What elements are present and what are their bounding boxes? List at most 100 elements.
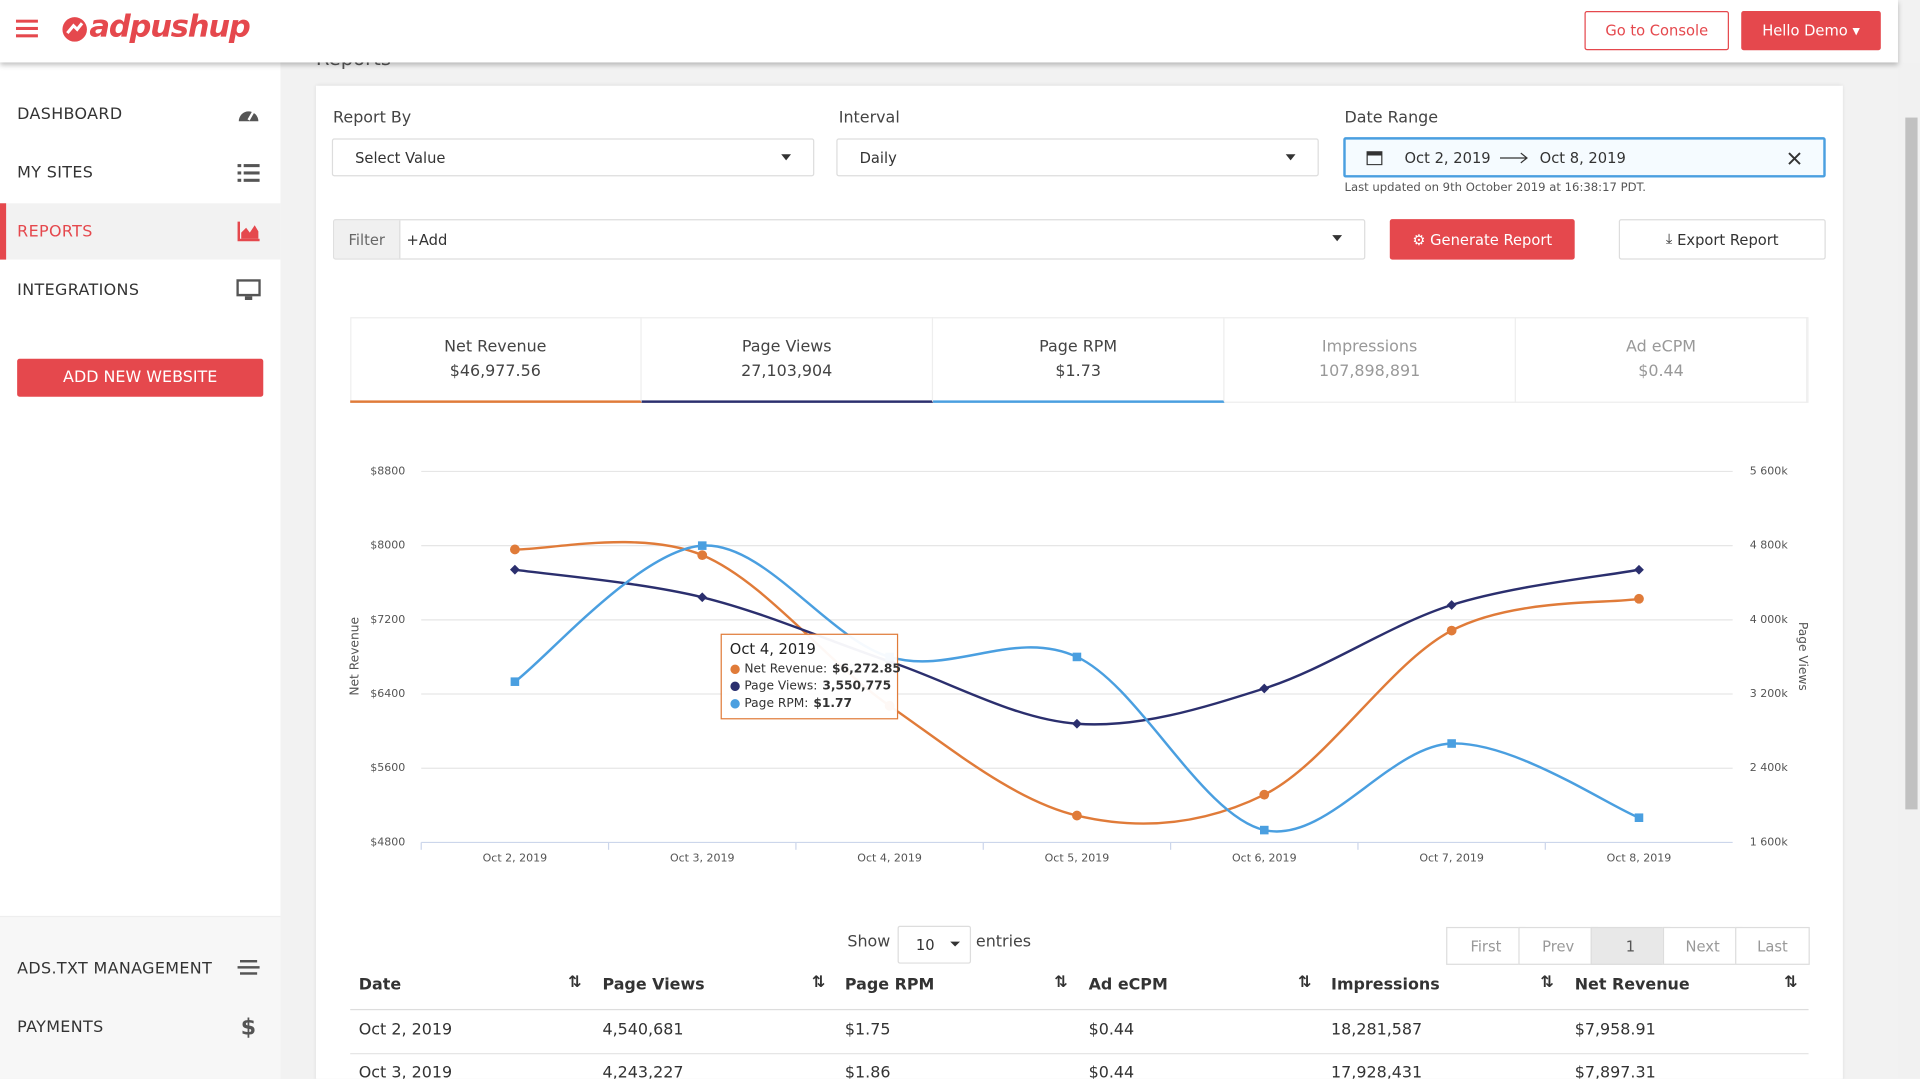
table-cell: $1.75	[844, 1021, 891, 1040]
metric-value: $46,977.56	[449, 362, 541, 381]
sort-icon: ⇅	[1054, 973, 1068, 992]
metric-tab[interactable]: Impressions 107,898,891	[1224, 317, 1516, 403]
table-cell: 17,928,431	[1331, 1064, 1423, 1079]
nav-item[interactable]: REPORTS	[0, 203, 281, 260]
metric-name: Page RPM	[1039, 337, 1118, 357]
clear-icon[interactable]	[1788, 152, 1801, 165]
export-button[interactable]: ⤓ Export Report	[1618, 219, 1826, 260]
point	[1446, 625, 1457, 636]
page-button[interactable]: Prev	[1518, 926, 1598, 965]
column-header[interactable]: Impressions	[1331, 975, 1440, 995]
metric-tab[interactable]: Net Revenue $46,977.56	[350, 317, 642, 403]
y-tick-label: $5600	[370, 761, 405, 774]
table-cell: Oct 3, 2019	[358, 1064, 453, 1079]
point	[1446, 600, 1457, 610]
tooltip-bullet: ●	[730, 695, 745, 709]
sort-icon: ⇅	[811, 973, 826, 992]
header-rule	[350, 1008, 1809, 1011]
y2-tick-label: 4 800k	[1750, 539, 1789, 552]
interval-select[interactable]: Daily	[836, 138, 1319, 177]
metric-name: Impressions	[1321, 337, 1418, 357]
date-range-label: Date Range	[1344, 108, 1439, 128]
point	[1634, 593, 1644, 604]
point	[1634, 813, 1644, 823]
nav-item[interactable]: DASHBOARD	[0, 86, 280, 142]
arrow-icon	[1500, 151, 1529, 163]
row-rule	[350, 1053, 1809, 1055]
nav-item[interactable]: ADS.TXT MANAGEMENT	[0, 940, 280, 996]
generate-button[interactable]: ⚙ Generate Report	[1389, 219, 1575, 260]
tooltip-label: Net Revenue:	[744, 661, 827, 675]
x-tick-label: Oct 2, 2019	[483, 851, 548, 864]
svg-text:$: $	[241, 1016, 257, 1038]
tooltip: Oct 4, 2019 ● Net Revenue: $6,272.85 ● Page…	[720, 633, 901, 720]
nav-label: PAYMENTS	[17, 1018, 104, 1037]
page-button[interactable]: 1	[1590, 926, 1671, 965]
date-to: Oct 8, 2019	[1539, 148, 1626, 166]
page-button[interactable]: Last	[1735, 926, 1810, 965]
metric-tab[interactable]: Page Views 27,103,904	[641, 317, 934, 403]
nav-icon	[238, 110, 259, 122]
report-by-select[interactable]: Select Value	[331, 138, 815, 177]
point	[1259, 683, 1270, 694]
metric-tab[interactable]: Ad eCPM $0.44	[1516, 317, 1808, 403]
column-header[interactable]: Page RPM	[844, 975, 935, 995]
y-axis-label: Net Revenue	[348, 617, 362, 696]
date-range-picker[interactable]: Oct 2, 2019 Oct 8, 2019	[1343, 137, 1826, 178]
point	[697, 592, 708, 603]
logo[interactable]: adpushup	[89, 8, 250, 45]
menu-icon[interactable]	[15, 19, 38, 38]
y-tick-label: $8800	[370, 464, 405, 477]
scroll-thumb[interactable]	[1905, 117, 1918, 810]
filter-value: +Add	[406, 230, 448, 248]
x-tick-label: Oct 5, 2019	[1045, 851, 1110, 864]
nav-icon	[237, 221, 260, 242]
console-button[interactable]: Go to Console	[1584, 11, 1729, 51]
page-button[interactable]: First	[1446, 926, 1526, 965]
tooltip-line: ● Page Views: 3,550,775	[730, 678, 891, 692]
metric-value: $1.73	[1055, 362, 1101, 381]
table-cell: Oct 2, 2019	[358, 1021, 453, 1040]
metric-value: 27,103,904	[741, 362, 833, 381]
select-value: Daily	[859, 148, 897, 166]
page-size-select[interactable]: 10	[897, 925, 972, 964]
y2-tick-label: 3 200k	[1750, 687, 1789, 700]
y2-tick-label: 1 600k	[1750, 835, 1789, 848]
nav-label: MY SITES	[17, 163, 94, 182]
tooltip-title: Oct 4, 2019	[730, 641, 816, 658]
button-label: Export Report	[1677, 230, 1779, 248]
nav-label: INTEGRATIONS	[17, 281, 140, 300]
column-header[interactable]: Net Revenue	[1574, 975, 1690, 995]
metric-tab[interactable]: Page RPM $1.73	[933, 317, 1225, 403]
nav-item[interactable]: INTEGRATIONS	[0, 262, 280, 318]
column-header[interactable]: Page Views	[602, 975, 705, 995]
sort-icon: ⇅	[1297, 973, 1312, 992]
date-from: Oct 2, 2019	[1404, 148, 1491, 166]
tooltip-label: Page RPM:	[744, 695, 808, 709]
point	[1634, 564, 1644, 575]
metric-name: Ad eCPM	[1626, 337, 1697, 357]
entries-label: entries	[975, 933, 1032, 952]
nav-label: REPORTS	[17, 222, 93, 241]
user-button[interactable]: Hello Demo ▾	[1741, 11, 1881, 51]
column-header[interactable]: Ad eCPM	[1088, 975, 1168, 995]
scrollbar[interactable]	[1897, 62, 1920, 1079]
filter-input[interactable]: Filter +Add	[333, 219, 1366, 260]
tooltip-line: ● Net Revenue: $6,272.85	[730, 661, 901, 675]
point	[1072, 652, 1082, 662]
point	[510, 544, 520, 555]
add-website-button[interactable]: ADD NEW WEBSITE	[17, 358, 264, 397]
x-tick-label: Oct 8, 2019	[1607, 851, 1672, 864]
sort-icon: ⇅	[1540, 973, 1554, 992]
x-tick-label: Oct 3, 2019	[670, 851, 735, 864]
user-name: Hello Demo	[1762, 22, 1848, 40]
column-header[interactable]: Date	[358, 975, 402, 995]
nav-item[interactable]: PAYMENTS $	[0, 999, 280, 1055]
nav-item[interactable]: MY SITES	[0, 144, 280, 200]
sort-icon: ⇅	[568, 973, 582, 992]
page-button[interactable]: Next	[1662, 926, 1743, 965]
table-cell: 4,243,227	[602, 1064, 684, 1079]
last-updated: Last updated on 9th October 2019 at 16:3…	[1344, 181, 1647, 195]
